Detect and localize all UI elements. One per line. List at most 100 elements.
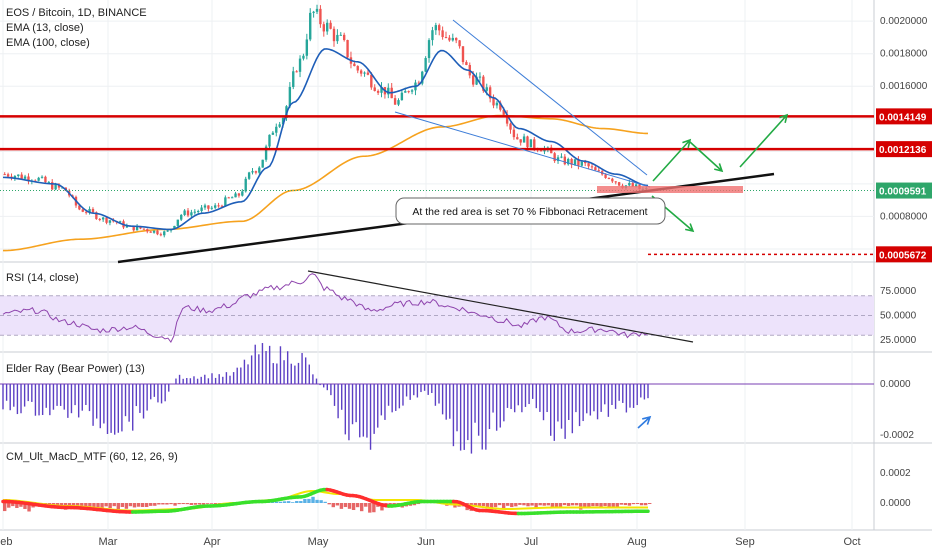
candle-body xyxy=(587,163,590,167)
candle-body xyxy=(441,30,444,38)
macd-bar xyxy=(327,503,331,505)
candle-body xyxy=(526,136,529,148)
macd-bar xyxy=(104,503,108,507)
candle-body xyxy=(522,136,526,143)
macd-bar xyxy=(635,503,640,504)
candle-body xyxy=(315,8,319,12)
macd-bar xyxy=(611,503,615,507)
time-axis-label: Aug xyxy=(627,536,647,548)
candle-body xyxy=(563,156,567,165)
macd-bar xyxy=(473,503,477,507)
candle-body xyxy=(434,25,438,31)
annotation-box xyxy=(395,197,666,225)
macd-bar xyxy=(205,503,210,504)
macd-bar xyxy=(55,503,60,506)
macd-bar xyxy=(530,503,534,506)
candle-body xyxy=(44,176,47,183)
macd-bar xyxy=(3,503,7,512)
macd-bar xyxy=(562,503,567,506)
rsi-line xyxy=(2,273,649,344)
macd-bar xyxy=(359,503,364,512)
elder-blue-arrow xyxy=(637,416,651,429)
candle-body xyxy=(275,126,278,133)
macd-bar xyxy=(311,496,315,503)
candle-body xyxy=(302,55,305,59)
candle-body xyxy=(570,158,573,165)
macd-bar xyxy=(639,503,644,506)
macd-bar xyxy=(623,503,628,506)
candle-body xyxy=(573,159,577,165)
candle-body xyxy=(444,37,448,39)
elder-ray-pane xyxy=(0,353,874,443)
macd-bar xyxy=(351,503,356,511)
candle-body xyxy=(81,209,84,212)
candle-body xyxy=(125,225,129,228)
macd-bar xyxy=(615,503,619,507)
macd-bar xyxy=(116,503,120,510)
candle-body xyxy=(13,176,17,179)
macd-bar xyxy=(295,500,299,503)
price-label-text: 0.0009591 xyxy=(879,187,927,198)
candle-body xyxy=(281,117,285,125)
candle-body xyxy=(241,191,244,196)
candle-body xyxy=(363,72,366,74)
macd-bar xyxy=(299,501,303,503)
macd-bar xyxy=(120,503,125,508)
candle-body xyxy=(410,90,414,92)
macd-bar xyxy=(144,503,149,507)
macd-bar xyxy=(84,503,88,509)
macd-bar xyxy=(201,503,206,505)
macd-bar xyxy=(546,503,550,506)
ema13-line xyxy=(2,48,649,231)
macd-bar xyxy=(193,503,198,505)
candle-body xyxy=(359,70,363,74)
candle-body xyxy=(495,102,499,106)
macd-bar xyxy=(189,503,194,505)
time-axis-label: Oct xyxy=(843,536,860,548)
candle-body xyxy=(227,197,230,199)
macd-bar xyxy=(157,503,161,505)
candle-body xyxy=(217,205,220,207)
candle-body xyxy=(278,124,281,127)
macd-legend: CM_Ult_MacD_MTF (60, 12, 26, 9) xyxy=(6,451,178,463)
candle-body xyxy=(492,98,495,106)
projection-arrow-down-head xyxy=(685,223,695,233)
macd-bar xyxy=(607,503,611,508)
ema100-line xyxy=(2,114,649,252)
macd-bar xyxy=(335,503,340,506)
candle-body xyxy=(509,123,512,130)
elder-blue-arrow-head xyxy=(642,415,652,425)
candle-body xyxy=(37,177,40,181)
candle-body xyxy=(356,66,359,71)
macd-axis-tick: 0.0002 xyxy=(880,468,911,479)
candle-body xyxy=(213,205,217,208)
macd-bar xyxy=(518,503,522,505)
candle-body xyxy=(376,90,380,93)
candle-body xyxy=(305,39,309,56)
macd-bar xyxy=(631,503,636,505)
candle-body xyxy=(607,177,611,179)
candle-body xyxy=(431,30,434,41)
macd-bar xyxy=(380,503,384,511)
candle-body xyxy=(101,217,105,220)
elder-axis-tick: -0.0002 xyxy=(880,430,914,441)
projection-arrow-up xyxy=(652,139,691,182)
candle-body xyxy=(455,37,458,41)
candle-body xyxy=(611,178,614,182)
candle-body xyxy=(533,139,536,149)
macd-bar xyxy=(108,503,112,509)
macd-bar xyxy=(23,503,27,509)
macd-bar xyxy=(59,503,64,507)
candle-body xyxy=(438,25,441,31)
time-axis-label: Jun xyxy=(417,536,435,548)
candle-body xyxy=(78,205,81,210)
candle-body xyxy=(271,132,275,135)
candle-body xyxy=(560,156,563,158)
candle-body xyxy=(224,197,227,207)
candle-body xyxy=(264,146,268,160)
macd-bar xyxy=(583,503,587,508)
macd-bar xyxy=(570,503,575,506)
macd-bar xyxy=(574,503,579,506)
macd-bar xyxy=(213,503,218,505)
